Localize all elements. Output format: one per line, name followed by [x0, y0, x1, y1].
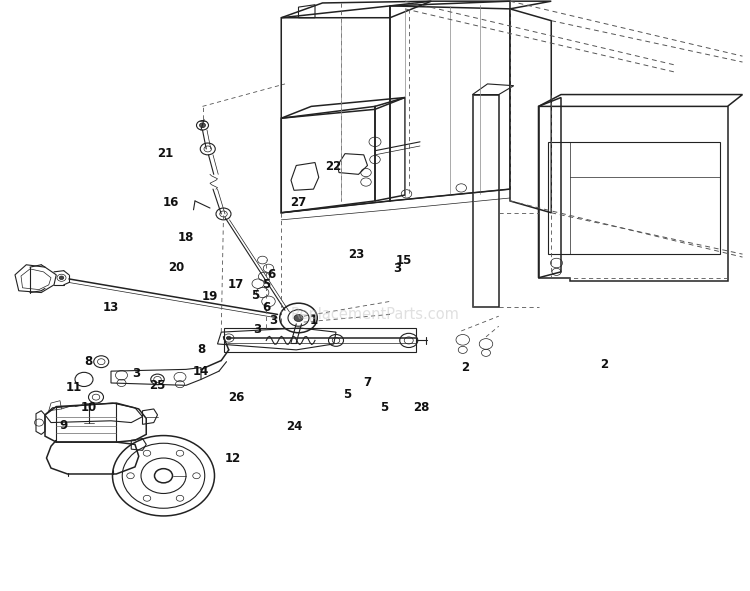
Text: 15: 15 — [395, 254, 412, 267]
Text: 11: 11 — [65, 381, 82, 394]
Text: 28: 28 — [413, 401, 430, 414]
Text: 12: 12 — [224, 452, 241, 465]
Circle shape — [226, 336, 231, 340]
Text: 9: 9 — [60, 419, 68, 432]
Text: 22: 22 — [326, 160, 342, 173]
Text: 19: 19 — [202, 290, 218, 303]
Text: 7: 7 — [364, 376, 371, 389]
Text: 20: 20 — [168, 261, 184, 274]
Text: 2: 2 — [600, 358, 608, 371]
Text: 3: 3 — [254, 323, 261, 336]
Text: 24: 24 — [286, 420, 302, 433]
Text: 23: 23 — [348, 248, 364, 261]
Text: 1: 1 — [310, 314, 317, 327]
Text: 5: 5 — [251, 289, 260, 302]
Text: 16: 16 — [163, 196, 179, 209]
Text: 13: 13 — [103, 301, 119, 314]
Text: 17: 17 — [228, 278, 244, 291]
Text: 26: 26 — [228, 391, 244, 404]
Text: 2: 2 — [461, 361, 469, 374]
Text: 3: 3 — [133, 367, 140, 380]
Circle shape — [294, 314, 303, 322]
Circle shape — [59, 276, 64, 280]
Text: 3: 3 — [270, 314, 278, 327]
Text: 27: 27 — [290, 196, 307, 209]
Text: 18: 18 — [178, 231, 194, 244]
Text: 6: 6 — [267, 268, 276, 281]
Text: 25: 25 — [149, 379, 166, 392]
Text: 5: 5 — [380, 401, 388, 414]
Text: 8: 8 — [84, 355, 93, 368]
Text: 5: 5 — [343, 388, 351, 401]
Text: 3: 3 — [394, 262, 401, 275]
Text: 21: 21 — [157, 147, 173, 160]
Text: 8: 8 — [196, 343, 205, 356]
Text: ReplacementParts.com: ReplacementParts.com — [290, 307, 460, 322]
Text: 6: 6 — [262, 301, 270, 314]
Text: 10: 10 — [80, 401, 97, 414]
Circle shape — [200, 123, 206, 128]
Text: 5: 5 — [262, 278, 270, 291]
Text: 14: 14 — [193, 365, 209, 378]
